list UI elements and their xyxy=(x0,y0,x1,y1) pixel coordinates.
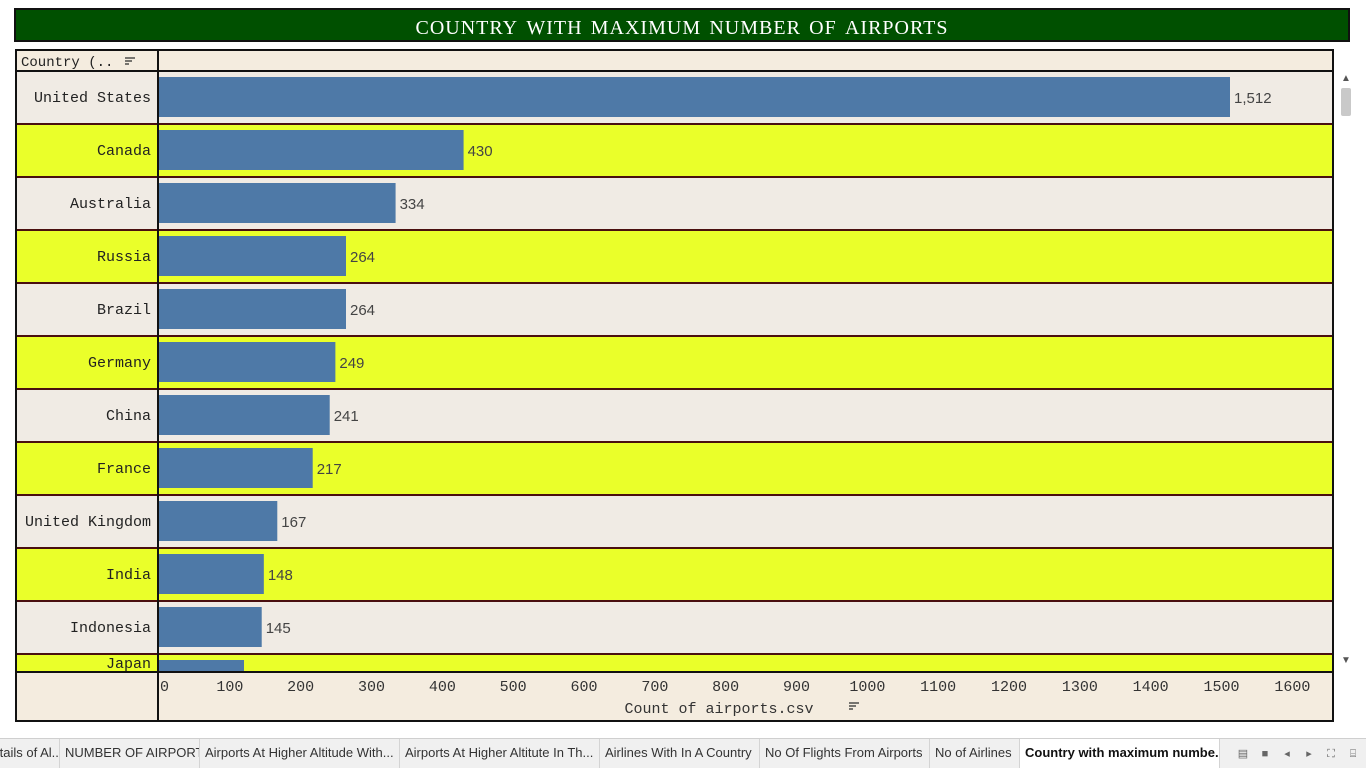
category-label[interactable]: Australia xyxy=(70,196,151,213)
data-label: 217 xyxy=(317,461,342,478)
x-tick-label: 1200 xyxy=(991,679,1027,696)
x-tick-label: 600 xyxy=(570,679,597,696)
category-label[interactable]: United Kingdom xyxy=(25,514,151,531)
x-tick-label: 900 xyxy=(783,679,810,696)
sheet-tab[interactable]: No Of Flights From Airports xyxy=(760,739,930,768)
axis-line xyxy=(17,671,1332,673)
bar[interactable] xyxy=(159,130,464,170)
bar[interactable] xyxy=(159,236,346,276)
row-header-label[interactable]: Country (.. xyxy=(21,55,113,71)
row-separator xyxy=(17,282,1332,284)
row-separator xyxy=(17,229,1332,231)
bar[interactable] xyxy=(159,77,1230,117)
category-label[interactable]: Brazil xyxy=(97,302,151,319)
row-separator xyxy=(17,653,1332,655)
data-label: 264 xyxy=(350,302,375,319)
bar[interactable] xyxy=(159,289,346,329)
chart-scrollbar[interactable]: ▲ ▼ xyxy=(1337,70,1355,671)
row-separator xyxy=(17,123,1332,125)
category-label[interactable]: France xyxy=(97,461,151,478)
scroll-up-icon[interactable]: ▲ xyxy=(1341,73,1351,84)
bar[interactable] xyxy=(159,501,278,541)
sheet-tab[interactable]: Details of Al... xyxy=(0,739,60,768)
category-label[interactable]: Japan xyxy=(106,656,151,673)
x-tick-label: 800 xyxy=(712,679,739,696)
x-tick-label: 1000 xyxy=(849,679,885,696)
data-label: 249 xyxy=(339,355,364,372)
bar[interactable] xyxy=(159,395,330,435)
chart-frame: Country (.. United States 1,512 Canada 430 Au… xyxy=(15,49,1334,722)
x-tick-label: 0 xyxy=(160,679,169,696)
category-label[interactable]: United States xyxy=(34,90,151,107)
axis-column-divider xyxy=(157,672,159,720)
bar[interactable] xyxy=(159,183,396,223)
x-tick-label: 400 xyxy=(429,679,456,696)
prev-tab-icon[interactable]: ◂ xyxy=(1284,748,1290,760)
bar[interactable] xyxy=(159,342,336,382)
data-label: 241 xyxy=(334,408,359,425)
data-label: 167 xyxy=(281,514,306,531)
bar[interactable] xyxy=(159,554,264,594)
data-label: 264 xyxy=(350,249,375,266)
scroll-down-icon[interactable]: ▼ xyxy=(1341,655,1351,666)
scroll-thumb[interactable] xyxy=(1341,88,1351,116)
x-tick-label: 1600 xyxy=(1274,679,1310,696)
fullscreen-icon[interactable]: ⛶ xyxy=(1327,748,1335,760)
x-tick-label: 1300 xyxy=(1062,679,1098,696)
header-row-bg xyxy=(17,51,1332,71)
sort-icon[interactable] xyxy=(125,57,135,65)
bar-chart: Country (.. United States 1,512 Canada 430 Au… xyxy=(17,51,1332,720)
sheet-tab-bar: Details of Al...NUMBER OF AIRPORTAirport… xyxy=(0,738,1366,768)
category-label[interactable]: Indonesia xyxy=(70,620,151,637)
dashboard-title: Country with maximum number of airports xyxy=(415,8,949,41)
data-label: 1,512 xyxy=(1234,90,1272,107)
dashboard-title-bar: Country with maximum number of airports xyxy=(14,8,1350,42)
sheet-tab[interactable]: Country with maximum numbe... xyxy=(1020,739,1220,768)
header-divider xyxy=(17,70,1332,72)
sheet-tab[interactable]: NUMBER OF AIRPORT xyxy=(60,739,200,768)
column-divider xyxy=(157,51,159,720)
sheet-tab[interactable]: Airports At Higher Altitute In Th... xyxy=(400,739,600,768)
next-tab-icon[interactable]: ▸ xyxy=(1306,748,1312,760)
category-label[interactable]: Russia xyxy=(97,249,151,266)
x-tick-label: 100 xyxy=(216,679,243,696)
x-axis-title[interactable]: Count of airports.csv xyxy=(624,701,813,718)
bar[interactable] xyxy=(159,448,313,488)
category-label[interactable]: India xyxy=(106,567,151,584)
sheet-tab[interactable]: No of Airlines xyxy=(930,739,1020,768)
category-label[interactable]: Germany xyxy=(88,355,151,372)
row-separator xyxy=(17,176,1332,178)
bar[interactable] xyxy=(159,607,262,647)
data-label: 430 xyxy=(468,143,493,160)
bar[interactable] xyxy=(159,660,244,671)
data-label: 145 xyxy=(266,620,291,637)
x-tick-label: 200 xyxy=(287,679,314,696)
x-tick-label: 500 xyxy=(500,679,527,696)
single-view-icon[interactable]: ■ xyxy=(1261,748,1269,760)
row-separator xyxy=(17,547,1332,549)
x-tick-label: 700 xyxy=(641,679,668,696)
row-separator xyxy=(17,388,1332,390)
row-separator xyxy=(17,441,1332,443)
presentation-icon[interactable]: ⌸ xyxy=(1349,748,1357,760)
sheet-tab[interactable]: Airlines With In A Country xyxy=(600,739,760,768)
table-row xyxy=(17,655,1332,671)
x-tick-label: 300 xyxy=(358,679,385,696)
grid-view-icon[interactable]: ▤ xyxy=(1237,748,1249,760)
row-separator xyxy=(17,335,1332,337)
row-separator xyxy=(17,494,1332,496)
x-tick-label: 1400 xyxy=(1133,679,1169,696)
row-separator xyxy=(17,600,1332,602)
sort-icon[interactable] xyxy=(849,702,859,710)
category-label[interactable]: China xyxy=(106,408,151,425)
axis-area-bg xyxy=(17,672,1332,720)
x-tick-label: 1100 xyxy=(920,679,956,696)
data-label: 334 xyxy=(400,196,425,213)
category-label[interactable]: Canada xyxy=(97,143,151,160)
data-label: 148 xyxy=(268,567,293,584)
sheet-tab[interactable]: Airports At Higher Altitude With... xyxy=(200,739,400,768)
x-tick-label: 1500 xyxy=(1203,679,1239,696)
